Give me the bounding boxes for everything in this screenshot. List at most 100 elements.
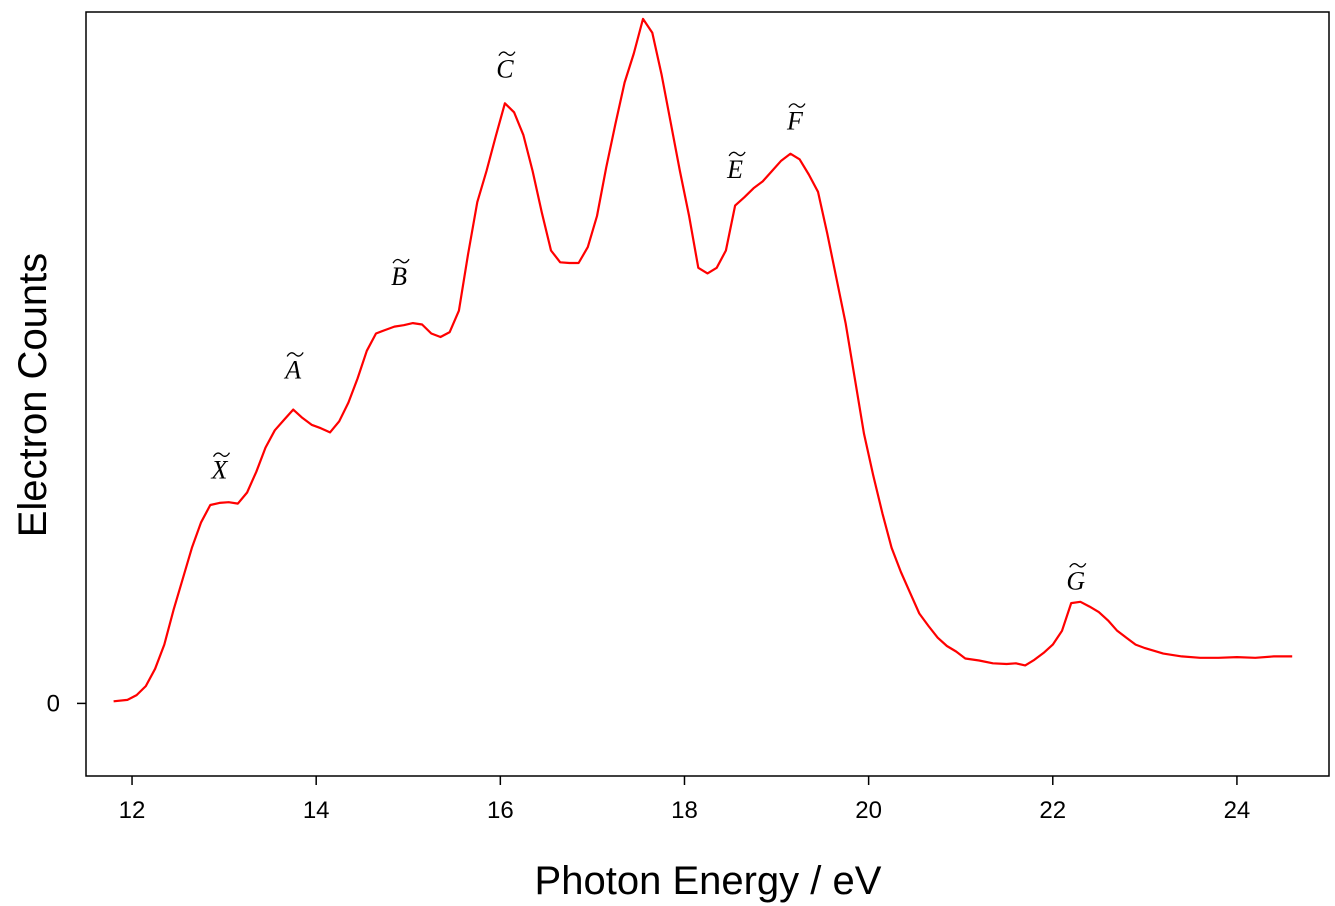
data-point <box>1254 657 1256 659</box>
data-point <box>854 377 856 379</box>
data-point <box>863 433 865 435</box>
data-point <box>697 267 699 269</box>
data-point <box>955 651 957 653</box>
x-tick-label: 14 <box>303 797 330 824</box>
tilde-accent <box>1069 562 1087 568</box>
data-point <box>900 571 902 573</box>
data-point <box>845 322 847 324</box>
peak-label-c: C <box>496 51 516 84</box>
data-point <box>357 377 359 379</box>
data-point <box>964 658 966 660</box>
data-point <box>136 694 138 696</box>
peak-label-a: A <box>283 352 304 384</box>
data-point <box>568 262 570 264</box>
data-point <box>246 492 248 494</box>
data-point <box>1079 601 1081 603</box>
data-point <box>881 512 883 514</box>
data-point <box>992 662 994 664</box>
data-point <box>808 174 810 176</box>
data-point <box>707 272 709 274</box>
data-point <box>191 547 193 549</box>
data-point <box>1199 657 1201 659</box>
data-point <box>1089 606 1091 608</box>
data-point <box>559 261 561 263</box>
data-point <box>522 134 524 136</box>
data-point <box>1125 637 1127 639</box>
data-point <box>1273 655 1275 657</box>
x-axis-label: Photon Energy / eV <box>535 859 882 903</box>
data-point <box>909 592 911 594</box>
data-point <box>1144 647 1146 649</box>
x-tick-label: 16 <box>487 797 514 824</box>
data-point <box>163 644 165 646</box>
data-point <box>154 668 156 670</box>
data-point <box>1116 630 1118 632</box>
tilde-accent <box>286 352 304 357</box>
x-tick-label: 18 <box>671 797 698 824</box>
data-point <box>467 253 469 255</box>
peak-label-letter: B <box>391 262 407 291</box>
peak-label-letter: F <box>786 107 804 136</box>
data-point <box>311 424 313 426</box>
data-point <box>366 350 368 352</box>
data-point <box>513 111 515 113</box>
data-point <box>421 324 423 326</box>
y-tick-label: 0 <box>47 690 60 717</box>
peak-label-b: B <box>391 258 410 291</box>
y-axis-label: Electron Counts <box>11 253 55 538</box>
x-tick-label: 22 <box>1039 797 1066 824</box>
data-point <box>126 699 128 701</box>
peak-label-letter: G <box>1066 566 1085 595</box>
data-point <box>1218 657 1220 659</box>
x-tick-label: 20 <box>855 797 882 824</box>
data-point <box>716 267 718 269</box>
peak-label-letter: A <box>283 355 301 384</box>
peak-label-g: G <box>1066 562 1087 595</box>
peak-label-f: F <box>786 103 806 136</box>
data-point <box>430 333 432 335</box>
data-point <box>486 170 488 172</box>
data-point <box>771 170 773 172</box>
peak-label-x: X <box>211 452 231 485</box>
data-point <box>550 250 552 252</box>
peak-annotations: X A B C D E F G <box>211 0 1087 595</box>
data-point <box>283 419 285 421</box>
data-point <box>1024 664 1026 666</box>
data-point <box>1006 663 1008 665</box>
spectrum-line <box>113 17 1293 703</box>
data-point <box>978 660 980 662</box>
data-point <box>320 427 322 429</box>
data-point <box>219 502 221 504</box>
tilde-accent <box>212 452 231 458</box>
data-point <box>209 504 211 506</box>
peak-label-letter: E <box>726 155 743 184</box>
data-point <box>624 82 626 84</box>
data-point <box>937 637 939 639</box>
data-point <box>292 409 294 411</box>
data-point <box>228 501 230 503</box>
data-point <box>928 625 930 627</box>
data-point <box>835 277 837 279</box>
data-point <box>504 102 506 104</box>
data-point <box>1107 619 1109 621</box>
plot-frame <box>85 11 1330 777</box>
data-point <box>476 201 478 203</box>
data-point <box>642 18 644 20</box>
peak-label-d: D <box>630 0 650 1</box>
data-point <box>495 136 497 138</box>
data-point <box>633 53 635 55</box>
data-point <box>578 262 580 264</box>
data-point <box>347 402 349 404</box>
data-point <box>1033 659 1035 661</box>
data-point <box>605 167 607 169</box>
data-point <box>762 180 764 182</box>
data-point <box>255 471 257 473</box>
data-point <box>458 310 460 312</box>
tilde-accent <box>728 151 746 157</box>
data-point <box>182 578 184 580</box>
data-point <box>587 246 589 248</box>
x-axis-ticks: 12 14 16 18 20 22 24 <box>119 776 1250 824</box>
data-point <box>596 215 598 217</box>
data-point <box>1070 602 1072 604</box>
data-point <box>614 123 616 125</box>
